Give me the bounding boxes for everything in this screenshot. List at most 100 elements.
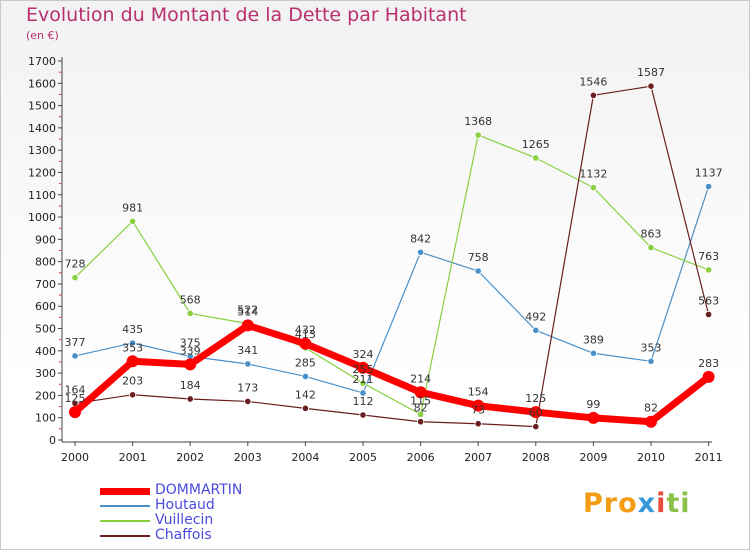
series-line-houtaud	[74, 185, 710, 394]
y-tick-label: 100	[35, 412, 56, 425]
x-tick-label: 2005	[349, 451, 377, 464]
data-point	[647, 244, 655, 252]
data-point	[647, 357, 655, 365]
data-point	[301, 372, 309, 381]
data-label: 283	[698, 357, 719, 370]
data-point	[532, 154, 540, 162]
proxiti-logo: Proxiti	[583, 488, 691, 519]
data-point	[704, 266, 713, 274]
data-label: 563	[698, 294, 719, 307]
data-point	[589, 349, 598, 357]
data-label: 728	[65, 258, 86, 271]
legend-label: Vuillecin	[155, 512, 214, 528]
y-tick-label: 600	[35, 300, 56, 313]
data-point	[69, 406, 81, 419]
data-label: 164	[65, 383, 86, 396]
x-tick-label: 2011	[695, 451, 723, 464]
data-point	[416, 410, 425, 418]
legend-swatch	[100, 487, 150, 495]
data-label: 375	[180, 336, 201, 349]
series-line-vuillecin	[74, 134, 710, 415]
data-point	[702, 370, 715, 383]
data-label: 125	[65, 392, 86, 405]
data-point	[184, 358, 197, 371]
data-point	[299, 337, 312, 350]
data-label: 184	[180, 379, 201, 392]
legend-item: Vuillecin	[100, 512, 360, 528]
legend-item: Chaffois	[100, 527, 360, 543]
chart-axes: 0 100 200 300 400 500 600 700 800 900 1000 1100 1200…	[28, 55, 723, 464]
data-label: 1587	[637, 66, 665, 79]
chart-subtitle: (en €)	[26, 29, 59, 42]
data-label: 1265	[522, 138, 550, 151]
data-point	[416, 418, 425, 426]
data-point	[474, 267, 482, 275]
data-point	[186, 309, 194, 317]
data-point	[301, 404, 309, 412]
data-labels-layer: 377 435 375 341 285 211 842 758 492 389 353 1137 728…	[65, 66, 723, 419]
y-tick-label: 700	[35, 278, 56, 291]
y-tick-label: 1600	[28, 77, 56, 90]
data-point	[359, 379, 367, 387]
y-tick-label: 400	[35, 345, 56, 358]
y-tick-label: 300	[35, 367, 56, 380]
data-label: 255	[353, 363, 374, 376]
data-point	[589, 184, 598, 192]
data-point	[359, 389, 367, 397]
data-label: 1546	[579, 75, 607, 88]
y-tick-label: 0	[49, 434, 56, 447]
data-label: 125	[525, 392, 546, 405]
data-point	[244, 360, 252, 368]
data-point	[532, 326, 540, 334]
y-tick-label: 200	[35, 389, 56, 402]
data-label: 115	[410, 394, 431, 407]
data-label: 758	[468, 251, 489, 264]
data-point	[645, 415, 657, 428]
data-label: 863	[641, 228, 662, 241]
data-label: 73	[471, 404, 485, 417]
data-point	[71, 352, 79, 360]
data-point	[704, 182, 713, 191]
data-label: 82	[644, 402, 658, 415]
data-point	[416, 248, 425, 256]
data-label: 514	[237, 305, 258, 318]
data-label: 339	[180, 344, 201, 357]
data-point	[241, 319, 254, 332]
y-tick-label: 1000	[28, 211, 56, 224]
data-label: 1137	[695, 167, 723, 180]
data-point	[474, 131, 482, 139]
data-label: 324	[353, 348, 374, 361]
data-label: 203	[122, 375, 143, 388]
data-label: 142	[295, 388, 316, 401]
chart-title: Evolution du Montant de la Dette par Hab…	[26, 4, 467, 26]
x-tick-label: 2000	[61, 451, 89, 464]
data-point	[474, 420, 482, 428]
data-point	[647, 82, 655, 90]
data-point	[414, 386, 427, 399]
x-tick-label: 2007	[464, 451, 492, 464]
x-tick-label: 2008	[522, 451, 550, 464]
data-point	[244, 397, 252, 406]
data-label: 389	[583, 333, 604, 346]
data-label: 353	[641, 341, 662, 354]
y-tick-label: 1400	[28, 122, 56, 135]
x-tick-label: 2006	[407, 451, 435, 464]
legend: DOMMARTIN Houtaud Vuillecin Chaffois	[100, 482, 360, 543]
y-tick-label: 500	[35, 323, 56, 336]
data-point	[71, 274, 79, 282]
legend-swatch	[100, 505, 150, 507]
data-label: 60	[529, 407, 543, 420]
data-label: 522	[237, 304, 258, 317]
data-point	[704, 310, 713, 319]
legend-swatch	[100, 535, 150, 537]
y-tick-label: 1200	[28, 166, 56, 179]
data-point	[126, 355, 139, 368]
data-point	[532, 423, 540, 431]
data-label: 112	[353, 395, 374, 408]
y-tick-label: 1300	[28, 144, 56, 157]
data-label: 981	[122, 201, 143, 214]
data-point	[359, 411, 367, 419]
data-label: 1368	[464, 115, 492, 128]
